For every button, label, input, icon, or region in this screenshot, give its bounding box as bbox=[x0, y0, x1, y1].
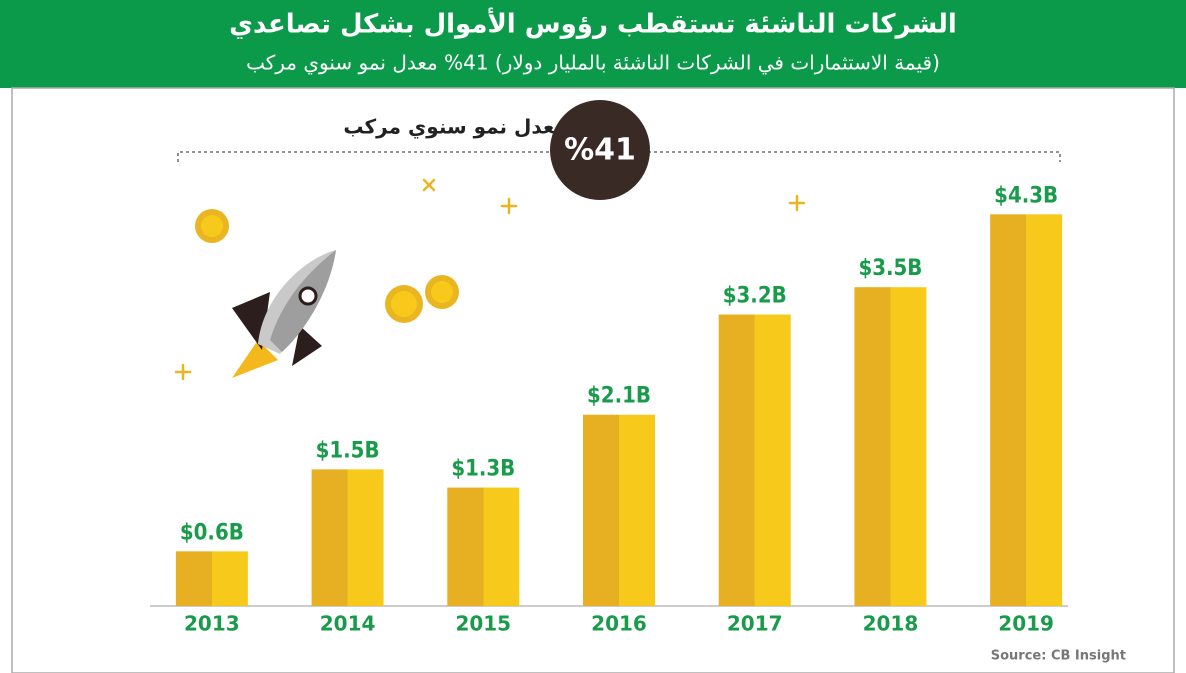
rocket bbox=[232, 250, 336, 378]
badge bbox=[550, 100, 650, 200]
value-label: $2.1B bbox=[587, 384, 651, 409]
value-label: $0.6B bbox=[180, 520, 244, 545]
x-tick-label: 2015 bbox=[455, 612, 511, 636]
value-label: $3.5B bbox=[858, 256, 922, 281]
bar bbox=[447, 487, 520, 606]
value-label: $3.2B bbox=[723, 284, 787, 309]
bar bbox=[311, 469, 384, 606]
value-label: $1.5B bbox=[316, 438, 380, 463]
bar bbox=[990, 214, 1063, 606]
chart-subtitle: (قيمة الاستثمارات في الشركات الناشئة بال… bbox=[246, 51, 940, 76]
x-tick-label: 2017 bbox=[727, 612, 783, 636]
bar bbox=[583, 414, 655, 606]
header-band bbox=[0, 0, 1186, 88]
value-label: $4.3B bbox=[994, 183, 1058, 208]
bar bbox=[854, 287, 927, 606]
chart-title: الشركات الناشئة تستقطب رؤوس الأموال بشكل… bbox=[229, 8, 957, 40]
x-tick-label: 2014 bbox=[320, 612, 376, 636]
source: Source: CB Insight bbox=[991, 649, 1126, 664]
x-tick-label: 2013 bbox=[184, 612, 240, 636]
x-tick-label: 2016 bbox=[591, 612, 647, 636]
annotation-value: %41 bbox=[564, 133, 636, 168]
annotation-label: معدل نمو سنوي مركب bbox=[343, 115, 566, 140]
bar bbox=[718, 314, 791, 606]
value-label: $1.3B bbox=[451, 457, 515, 482]
decorations bbox=[174, 178, 806, 381]
coins bbox=[195, 209, 459, 323]
x-tick-label: 2018 bbox=[863, 612, 919, 636]
bar bbox=[175, 551, 248, 606]
x-tick-label: 2019 bbox=[998, 612, 1054, 636]
